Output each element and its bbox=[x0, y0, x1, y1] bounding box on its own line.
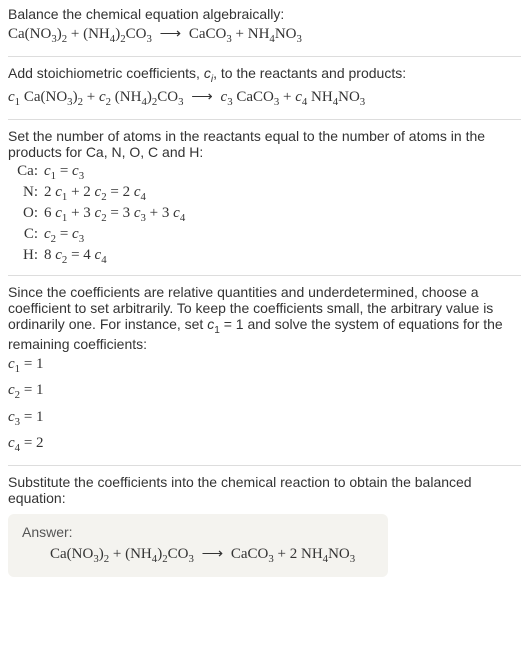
element-label: H: bbox=[8, 246, 44, 267]
table-row: Ca: c1 = c3 bbox=[8, 162, 191, 183]
element-label: N: bbox=[8, 183, 44, 204]
arrow-icon: ⟶ bbox=[198, 546, 228, 562]
species-caco3: CaCO3 bbox=[231, 546, 274, 562]
equation-cell: 6 c1 + 3 c2 = 3 c3 + 3 c4 bbox=[44, 204, 191, 225]
atom-balance-table: Ca: c1 = c3 N: 2 c1 + 2 c2 = 2 c4 O: 6 c… bbox=[8, 162, 191, 267]
answer-label: Answer: bbox=[22, 524, 374, 540]
divider bbox=[8, 465, 521, 466]
divider bbox=[8, 56, 521, 57]
answer-box: Answer: Ca(NO3)2 + (NH4)2CO3 ⟶ CaCO3 + 2… bbox=[8, 514, 388, 577]
divider bbox=[8, 275, 521, 276]
step2-section: Set the number of atoms in the reactants… bbox=[8, 128, 521, 267]
step2-text: Set the number of atoms in the reactants… bbox=[8, 128, 521, 160]
table-row: O: 6 c1 + 3 c2 = 3 c3 + 3 c4 bbox=[8, 204, 191, 225]
list-item: c3 = 1 bbox=[8, 405, 521, 431]
species-cano32: Ca(NO3)2 bbox=[24, 89, 83, 105]
species-caco3: CaCO3 bbox=[189, 26, 232, 42]
step3-text: Since the coefficients are relative quan… bbox=[8, 284, 521, 352]
equation-cell: 8 c2 = 4 c4 bbox=[44, 246, 191, 267]
element-label: O: bbox=[8, 204, 44, 225]
table-row: C: c2 = c3 bbox=[8, 225, 191, 246]
intro-section: Balance the chemical equation algebraica… bbox=[8, 6, 521, 48]
unbalanced-equation: Ca(NO3)2 + (NH4)2CO3 ⟶ CaCO3 + NH4NO3 bbox=[8, 22, 521, 48]
step3-section: Since the coefficients are relative quan… bbox=[8, 284, 521, 457]
element-label: C: bbox=[8, 225, 44, 246]
equation-cell: c2 = c3 bbox=[44, 225, 191, 246]
species-cano32: Ca(NO3)2 bbox=[8, 26, 67, 42]
table-row: H: 8 c2 = 4 c4 bbox=[8, 246, 191, 267]
step4-text: Substitute the coefficients into the che… bbox=[8, 474, 521, 506]
step4-section: Substitute the coefficients into the che… bbox=[8, 474, 521, 506]
species-nh4no3: NH4NO3 bbox=[311, 89, 365, 105]
species-nh42co3: (NH4)2CO3 bbox=[125, 546, 194, 562]
step1-text: Add stoichiometric coefficients, ci, to … bbox=[8, 65, 521, 85]
list-item: c4 = 2 bbox=[8, 431, 521, 457]
species-caco3: CaCO3 bbox=[236, 89, 279, 105]
divider bbox=[8, 119, 521, 120]
page: Balance the chemical equation algebraica… bbox=[0, 0, 529, 583]
species-cano32: Ca(NO3)2 bbox=[50, 546, 109, 562]
species-nh4no3: NH4NO3 bbox=[301, 546, 355, 562]
table-row: N: 2 c1 + 2 c2 = 2 c4 bbox=[8, 183, 191, 204]
species-nh42co3: (NH4)2CO3 bbox=[115, 89, 184, 105]
list-item: c1 = 1 bbox=[8, 352, 521, 378]
species-nh4no3: NH4NO3 bbox=[248, 26, 302, 42]
element-label: Ca: bbox=[8, 162, 44, 183]
list-item: c2 = 1 bbox=[8, 378, 521, 404]
arrow-icon: ⟶ bbox=[187, 89, 217, 105]
intro-line1: Balance the chemical equation algebraica… bbox=[8, 6, 521, 22]
balanced-equation: Ca(NO3)2 + (NH4)2CO3 ⟶ CaCO3 + 2 NH4NO3 bbox=[22, 544, 374, 565]
coeff-equation: c1 Ca(NO3)2 + c2 (NH4)2CO3 ⟶ c3 CaCO3 + … bbox=[8, 85, 521, 111]
step1-section: Add stoichiometric coefficients, ci, to … bbox=[8, 65, 521, 111]
equation-cell: c1 = c3 bbox=[44, 162, 191, 183]
arrow-icon: ⟶ bbox=[156, 26, 186, 42]
solution-list: c1 = 1 c2 = 1 c3 = 1 c4 = 2 bbox=[8, 352, 521, 457]
species-nh42co3: (NH4)2CO3 bbox=[83, 26, 152, 42]
equation-cell: 2 c1 + 2 c2 = 2 c4 bbox=[44, 183, 191, 204]
